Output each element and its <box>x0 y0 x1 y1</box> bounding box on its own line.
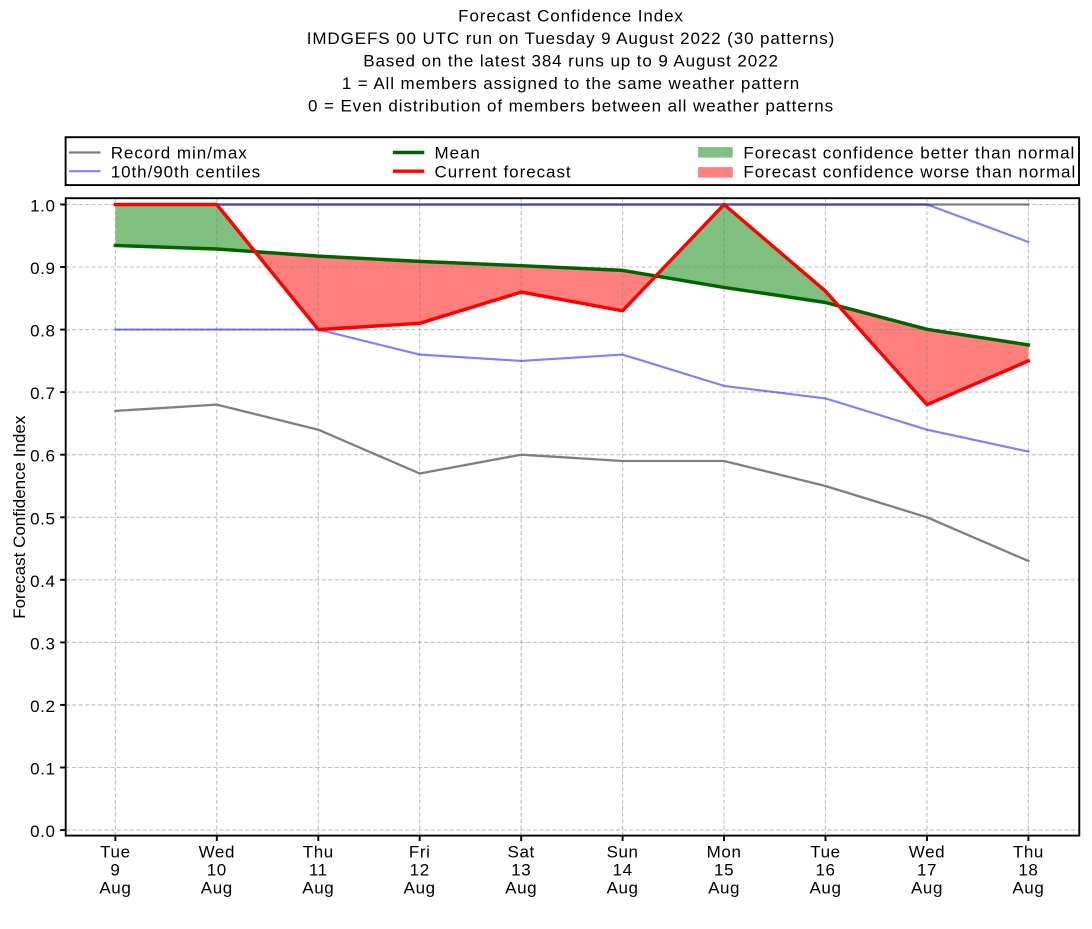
svg-text:Aug: Aug <box>708 878 740 897</box>
svg-text:Sat: Sat <box>508 843 535 862</box>
svg-text:16: 16 <box>815 860 835 879</box>
svg-text:0.3: 0.3 <box>30 634 55 653</box>
svg-text:Forecast Confidence Index: Forecast Confidence Index <box>10 415 29 619</box>
svg-text:0.0: 0.0 <box>30 822 55 841</box>
svg-text:Fri: Fri <box>409 843 431 862</box>
svg-text:Sun: Sun <box>607 843 639 862</box>
svg-text:0.8: 0.8 <box>30 322 55 341</box>
svg-text:Thu: Thu <box>303 843 334 862</box>
svg-text:13: 13 <box>511 860 531 879</box>
svg-text:0.2: 0.2 <box>30 697 55 716</box>
svg-text:0.1: 0.1 <box>30 760 55 779</box>
svg-text:10: 10 <box>207 860 227 879</box>
svg-text:Aug: Aug <box>302 878 334 897</box>
svg-text:Mon: Mon <box>707 843 742 862</box>
svg-text:Aug: Aug <box>809 878 841 897</box>
svg-text:0.4: 0.4 <box>30 572 55 591</box>
svg-text:Aug: Aug <box>99 878 131 897</box>
svg-text:1.0: 1.0 <box>30 197 55 216</box>
svg-text:Aug: Aug <box>607 878 639 897</box>
svg-text:Current forecast: Current forecast <box>435 162 572 181</box>
svg-text:Tue: Tue <box>810 843 840 862</box>
svg-text:Mean: Mean <box>435 144 481 163</box>
svg-text:Aug: Aug <box>505 878 537 897</box>
svg-text:Forecast confidence better tha: Forecast confidence better than normal <box>743 144 1075 163</box>
svg-text:14: 14 <box>613 860 633 879</box>
svg-text:IMDGEFS 00 UTC run on Tuesday: IMDGEFS 00 UTC run on Tuesday 9 August 2… <box>307 29 836 48</box>
svg-text:10th/90th centiles: 10th/90th centiles <box>111 162 261 181</box>
svg-text:0.6: 0.6 <box>30 447 55 466</box>
svg-text:Wed: Wed <box>199 843 235 862</box>
svg-text:Wed: Wed <box>909 843 945 862</box>
svg-text:Record min/max: Record min/max <box>111 144 248 163</box>
svg-text:18: 18 <box>1018 860 1038 879</box>
svg-text:9: 9 <box>110 860 120 879</box>
svg-text:Forecast confidence worse than: Forecast confidence worse than normal <box>743 162 1076 181</box>
svg-text:Based on the latest 384 runs u: Based on the latest 384 runs up to 9 Aug… <box>363 52 779 71</box>
svg-text:11: 11 <box>309 860 328 879</box>
svg-text:17: 17 <box>917 860 937 879</box>
svg-text:1 = All members assigned to th: 1 = All members assigned to the same wea… <box>342 74 800 93</box>
svg-text:15: 15 <box>714 860 734 879</box>
svg-text:Aug: Aug <box>1012 878 1044 897</box>
svg-text:Aug: Aug <box>201 878 233 897</box>
svg-text:Aug: Aug <box>404 878 436 897</box>
svg-text:Forecast Confidence Index: Forecast Confidence Index <box>458 7 684 26</box>
svg-text:Tue: Tue <box>100 843 130 862</box>
svg-text:Thu: Thu <box>1013 843 1044 862</box>
svg-text:0.5: 0.5 <box>30 509 55 528</box>
svg-text:12: 12 <box>410 860 430 879</box>
svg-text:0.7: 0.7 <box>30 384 55 403</box>
svg-text:0 = Even distribution of membe: 0 = Even distribution of members between… <box>308 97 834 116</box>
svg-text:0.9: 0.9 <box>30 259 55 278</box>
svg-text:Aug: Aug <box>911 878 943 897</box>
